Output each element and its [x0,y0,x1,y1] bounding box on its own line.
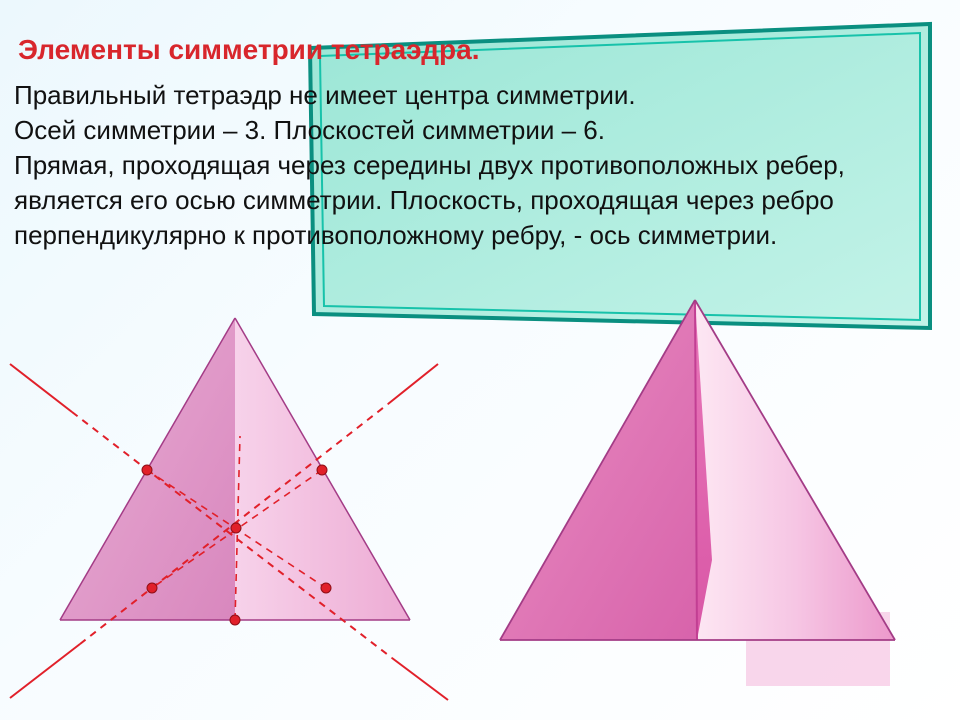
tetra-right [500,300,895,686]
figures-layer [0,0,960,720]
tetra-left [10,318,448,700]
